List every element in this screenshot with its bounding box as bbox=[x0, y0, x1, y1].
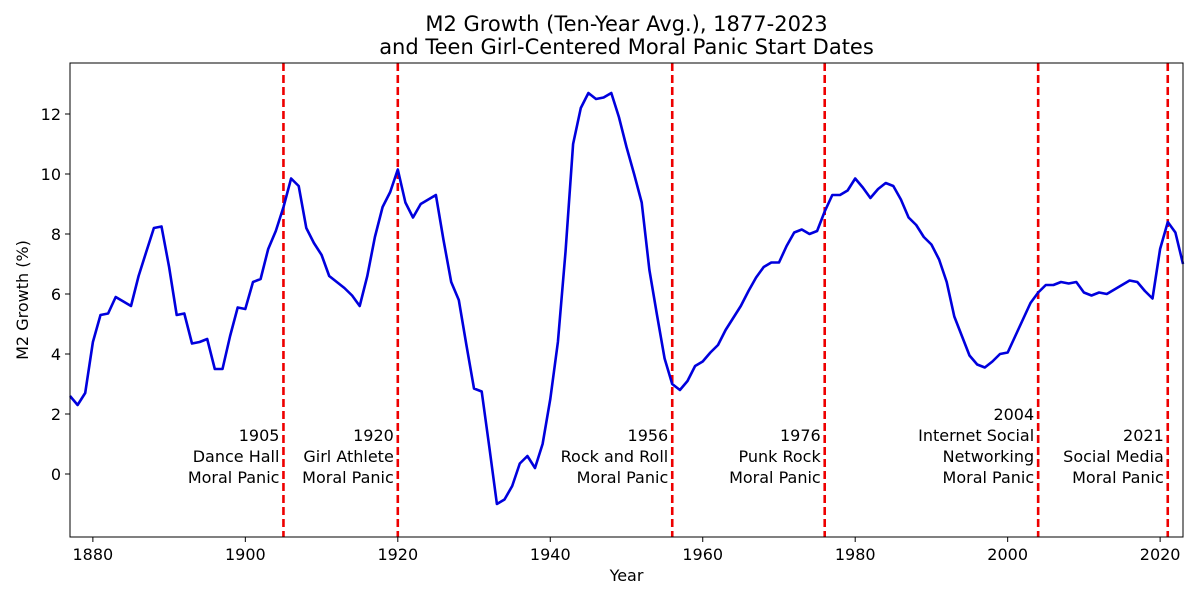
chart-title-line-1: M2 Growth (Ten-Year Avg.), 1877-2023 bbox=[425, 12, 827, 36]
x-axis: 1880 1900 1920 1940 1960 1980 2000 2020 bbox=[73, 537, 1181, 564]
x-tick-label: 2020 bbox=[1140, 545, 1181, 564]
moral-panic-label-1905: 1905 bbox=[239, 426, 280, 445]
x-tick-label: 1980 bbox=[835, 545, 876, 564]
moral-panic-label-2021: Moral Panic bbox=[1072, 468, 1164, 487]
moral-panic-label-1976: 1976 bbox=[780, 426, 821, 445]
y-tick-label: 4 bbox=[51, 345, 61, 364]
moral-panic-label-2004: 2004 bbox=[993, 405, 1034, 424]
moral-panic-label-1956: Moral Panic bbox=[577, 468, 669, 487]
moral-panic-label-1976: Moral Panic bbox=[729, 468, 821, 487]
y-tick-label: 12 bbox=[41, 105, 61, 124]
y-tick-label: 8 bbox=[51, 225, 61, 244]
moral-panic-label-2004: Networking bbox=[943, 447, 1035, 466]
y-tick-label: 6 bbox=[51, 285, 61, 304]
m2-growth-line bbox=[69, 91, 1185, 506]
moral-panic-label-2021: Social Media bbox=[1063, 447, 1164, 466]
plot-frame bbox=[69, 62, 1184, 538]
moral-panic-label-1976: Punk Rock bbox=[738, 447, 821, 466]
x-tick-label: 1960 bbox=[682, 545, 723, 564]
moral-panic-label-1920: Moral Panic bbox=[302, 468, 394, 487]
y-tick-label: 0 bbox=[51, 465, 61, 484]
moral-panic-label-1905: Moral Panic bbox=[188, 468, 280, 487]
moral-panic-label-1905: Dance Hall bbox=[193, 447, 280, 466]
x-tick-label: 2000 bbox=[987, 545, 1028, 564]
y-axis-label: M2 Growth (%) bbox=[13, 240, 32, 360]
x-axis-label: Year bbox=[609, 566, 644, 585]
moral-panic-label-2004: Internet Social bbox=[918, 426, 1034, 445]
moral-panic-label-1920: Girl Athlete bbox=[303, 447, 393, 466]
moral-panic-label-1956: Rock and Roll bbox=[561, 447, 669, 466]
y-tick-label: 10 bbox=[41, 165, 61, 184]
moral-panic-label-1956: 1956 bbox=[628, 426, 669, 445]
x-tick-label: 1940 bbox=[530, 545, 571, 564]
chart-title-line-2: and Teen Girl-Centered Moral Panic Start… bbox=[379, 35, 874, 59]
x-tick-label: 1920 bbox=[377, 545, 418, 564]
moral-panic-label-2021: 2021 bbox=[1123, 426, 1164, 445]
x-tick-label: 1900 bbox=[225, 545, 266, 564]
moral-panic-label-1920: 1920 bbox=[353, 426, 394, 445]
moral-panic-label-2004: Moral Panic bbox=[943, 468, 1035, 487]
x-tick-label: 1880 bbox=[73, 545, 114, 564]
plot-area: 1905 Dance Hall Moral Panic 1920 Girl Athlet… bbox=[69, 62, 1185, 538]
y-axis: 0 2 4 6 8 10 12 bbox=[41, 105, 70, 484]
y-tick-label: 2 bbox=[51, 405, 61, 424]
moral-panic-annotations: 1905 Dance Hall Moral Panic 1920 Girl Athlet… bbox=[188, 405, 1164, 487]
moral-panic-lines bbox=[282, 63, 1170, 537]
